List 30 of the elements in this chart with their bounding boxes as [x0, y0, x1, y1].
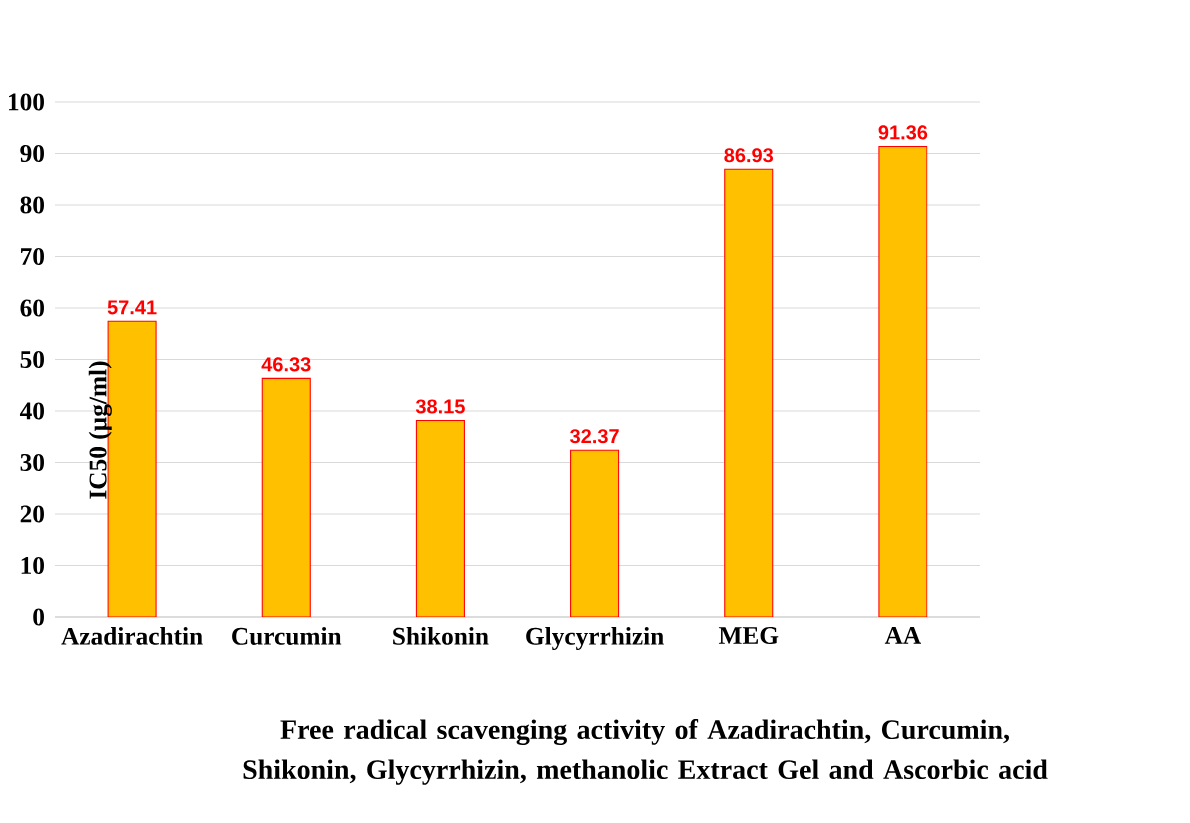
bar	[570, 449, 620, 617]
y-tick-label: 40	[19, 402, 44, 420]
y-tick-label: 60	[20, 299, 44, 317]
y-tick-label: 80	[20, 196, 44, 214]
data-label: 57.41	[107, 300, 157, 315]
x-tick-label: MEG	[718, 627, 779, 645]
x-tick-label: Glycyrrhizin	[526, 627, 664, 651]
y-tick-label: 30	[20, 453, 44, 472]
x-tick-label: Curcumin	[232, 627, 342, 645]
data-label: 32.37	[570, 429, 619, 444]
y-tick-label: 50	[20, 350, 44, 369]
bar	[724, 168, 774, 617]
x-tick-label: Shikonin	[393, 627, 489, 645]
data-label: 46.33	[261, 357, 311, 372]
data-label: 86.93	[724, 148, 774, 163]
y-tick-label: 20	[20, 505, 44, 523]
y-tick-label: 0	[33, 608, 44, 626]
y-tick-label: 90	[20, 144, 44, 163]
y-tick-label: 100	[8, 93, 44, 111]
data-label: 38.15	[415, 399, 465, 414]
bar	[878, 145, 928, 617]
y-tick-label: 70	[21, 247, 44, 266]
text: Free radical scavenging activity of Azadirachtin, Curcumin, Shikonin, Glycyrrhizin, methanolic Extract Gel and Ascorbic acid	[243, 719, 1048, 785]
y-tick-label: 10	[21, 556, 44, 575]
bar	[261, 377, 311, 617]
data-label: 91.36	[878, 125, 928, 140]
x-tick-label: Azadirachtin	[61, 627, 203, 645]
bar	[415, 419, 465, 617]
y-axis-title: IC50 (µg/ml)	[88, 361, 112, 499]
x-tick-label: AA	[884, 627, 922, 644]
